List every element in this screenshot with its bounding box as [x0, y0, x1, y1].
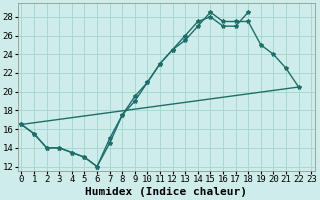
- X-axis label: Humidex (Indice chaleur): Humidex (Indice chaleur): [85, 187, 247, 197]
